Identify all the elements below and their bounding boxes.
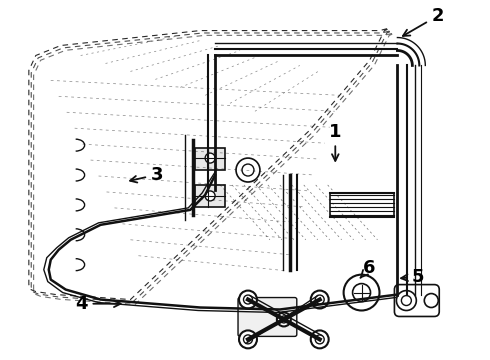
Circle shape <box>244 335 252 344</box>
Circle shape <box>280 316 287 323</box>
Text: 5: 5 <box>401 268 424 286</box>
Circle shape <box>242 164 254 176</box>
FancyBboxPatch shape <box>238 298 297 336</box>
Circle shape <box>205 153 215 163</box>
Text: 1: 1 <box>329 123 342 161</box>
Circle shape <box>315 335 324 344</box>
Circle shape <box>424 293 438 307</box>
FancyBboxPatch shape <box>394 285 439 316</box>
Text: 4: 4 <box>75 295 121 313</box>
Circle shape <box>311 330 329 348</box>
Bar <box>195 148 225 170</box>
Circle shape <box>239 291 257 309</box>
Bar <box>195 185 225 207</box>
Circle shape <box>353 284 370 302</box>
Circle shape <box>343 275 379 310</box>
Circle shape <box>205 191 215 201</box>
Circle shape <box>239 330 257 348</box>
Circle shape <box>315 295 324 304</box>
Text: 6: 6 <box>360 259 376 278</box>
Circle shape <box>311 291 329 309</box>
Circle shape <box>396 291 416 310</box>
Text: 3: 3 <box>130 166 163 184</box>
Circle shape <box>277 312 291 327</box>
Circle shape <box>244 295 252 304</box>
Circle shape <box>236 158 260 182</box>
Text: 2: 2 <box>403 7 444 36</box>
Circle shape <box>401 296 412 306</box>
